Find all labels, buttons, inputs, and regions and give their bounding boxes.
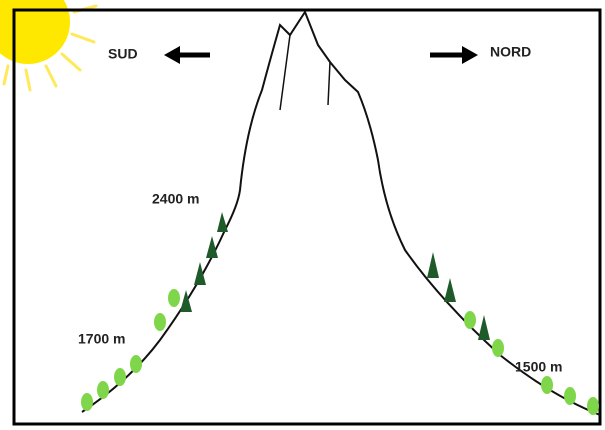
trees-south: [81, 212, 228, 411]
altitude-label: 1500 m: [515, 359, 562, 375]
conifers: [427, 252, 490, 340]
rock-crack: [279, 34, 331, 111]
mountain-outline: [81, 9, 601, 416]
sun-disc: [0, 0, 70, 64]
south-label: SUD: [108, 46, 138, 62]
altitude-label: 1700 m: [78, 331, 125, 347]
deciduous: [81, 289, 180, 411]
arrow-south: [164, 46, 210, 64]
deciduous: [464, 311, 599, 415]
north-label: NORD: [490, 44, 531, 60]
trees-north: [427, 252, 599, 415]
arrow-north: [430, 46, 478, 64]
frame: [12, 8, 602, 426]
conifers: [180, 212, 228, 312]
altitude-label: 2400 m: [152, 191, 199, 207]
